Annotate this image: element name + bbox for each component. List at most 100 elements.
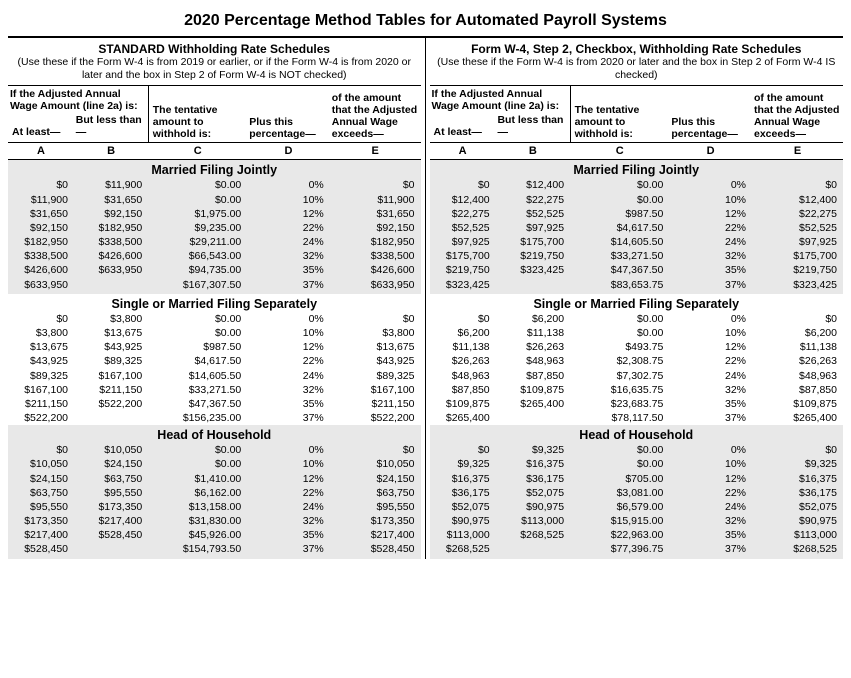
cell: $89,325	[330, 369, 421, 383]
cell: $87,850	[496, 369, 570, 383]
cell: $95,550	[8, 500, 74, 514]
table-row: $13,675$43,925$987.5012%$13,675	[8, 340, 421, 354]
cell: $109,875	[496, 383, 570, 397]
cell: 10%	[669, 193, 752, 207]
table-row: $9,325$16,375$0.0010%$9,325	[430, 457, 844, 471]
cell: $22,963.00	[570, 528, 669, 542]
cell: $211,150	[330, 397, 421, 411]
checkbox-schedule: Form W-4, Step 2, Checkbox, Withholding …	[426, 38, 844, 559]
table-row: $633,950$167,307.5037%$633,950	[8, 278, 421, 292]
cell: $13,675	[8, 340, 74, 354]
cell: $9,325	[496, 443, 570, 457]
left-letters-row: A B C D E	[8, 143, 421, 160]
cell: $109,875	[430, 397, 496, 411]
cell: $265,400	[430, 411, 496, 425]
cell: $0	[752, 178, 843, 192]
col-letter: B	[496, 143, 570, 159]
cell: $77,396.75	[570, 542, 669, 556]
cell: $323,425	[496, 263, 570, 277]
cell: $167,307.50	[148, 278, 247, 292]
cell: $113,000	[430, 528, 496, 542]
cell: $633,950	[74, 263, 148, 277]
table-row: $522,200$156,235.0037%$522,200	[8, 411, 421, 425]
cell: $33,271.50	[570, 249, 669, 263]
left-column-headers: If the Adjusted Annual Wage Amount (line…	[8, 85, 421, 143]
cell: $522,200	[74, 397, 148, 411]
right-schedule-subtitle: (Use these if the Form W-4 is from 2020 …	[430, 56, 844, 85]
right-schedule-title: Form W-4, Step 2, Checkbox, Withholding …	[430, 38, 844, 56]
bracket-table: $0$6,200$0.000%$0$6,200$11,138$0.0010%$6…	[430, 312, 844, 425]
cell: $24,150	[330, 472, 421, 486]
table-row: $173,350$217,400$31,830.0032%$173,350	[8, 514, 421, 528]
table-row: $95,550$173,350$13,158.0024%$95,550	[8, 500, 421, 514]
cell: $0	[430, 312, 496, 326]
tables-container: STANDARD Withholding Rate Schedules (Use…	[8, 36, 843, 559]
cell: 32%	[247, 249, 330, 263]
cell: $10,050	[330, 457, 421, 471]
table-row: $0$9,325$0.000%$0	[430, 443, 844, 457]
hdr-but-less: But less than—	[495, 112, 567, 140]
cell: $87,850	[752, 383, 843, 397]
table-row: $265,400$78,117.5037%$265,400	[430, 411, 844, 425]
cell: $15,915.00	[570, 514, 669, 528]
cell: $6,200	[752, 326, 843, 340]
cell: $0.00	[570, 312, 669, 326]
cell: $175,700	[430, 249, 496, 263]
cell: $0	[330, 178, 421, 192]
cell: $10,050	[8, 457, 74, 471]
cell: 32%	[247, 514, 330, 528]
cell: $2,308.75	[570, 354, 669, 368]
cell	[74, 411, 148, 425]
cell	[496, 278, 570, 292]
bracket-table: $0$10,050$0.000%$0$10,050$24,150$0.0010%…	[8, 443, 421, 556]
cell: $156,235.00	[148, 411, 247, 425]
cell: $52,525	[752, 221, 843, 235]
cell: 35%	[669, 528, 752, 542]
cell: $3,800	[8, 326, 74, 340]
cell: $6,162.00	[148, 486, 247, 500]
cell: 37%	[247, 411, 330, 425]
cell: $182,950	[330, 235, 421, 249]
cell: 37%	[669, 542, 752, 556]
section-title: Single or Married Filing Separately	[430, 294, 844, 312]
section-title: Head of Household	[430, 425, 844, 443]
cell: 35%	[247, 263, 330, 277]
table-row: $217,400$528,450$45,926.0035%$217,400	[8, 528, 421, 542]
cell: 12%	[669, 207, 752, 221]
cell: $26,263	[430, 354, 496, 368]
table-row: $0$10,050$0.000%$0	[8, 443, 421, 457]
hdr-tentative: The tentative amount to withhold is:	[570, 86, 669, 142]
cell: $89,325	[8, 369, 74, 383]
cell: $217,400	[330, 528, 421, 542]
cell: $43,925	[74, 340, 148, 354]
cell: $167,100	[8, 383, 74, 397]
table-row: $31,650$92,150$1,975.0012%$31,650	[8, 207, 421, 221]
cell: $10,050	[74, 443, 148, 457]
section-title: Married Filing Jointly	[430, 160, 844, 178]
table-row: $97,925$175,700$14,605.5024%$97,925	[430, 235, 844, 249]
cell: $26,263	[752, 354, 843, 368]
cell: 24%	[247, 235, 330, 249]
cell: 24%	[669, 369, 752, 383]
cell: $22,275	[752, 207, 843, 221]
table-row: $182,950$338,500$29,211.0024%$182,950	[8, 235, 421, 249]
cell: $4,617.50	[148, 354, 247, 368]
table-row: $52,075$90,975$6,579.0024%$52,075	[430, 500, 844, 514]
table-row: $92,150$182,950$9,235.0022%$92,150	[8, 221, 421, 235]
cell: $3,081.00	[570, 486, 669, 500]
cell: $0.00	[570, 326, 669, 340]
table-row: $43,925$89,325$4,617.5022%$43,925	[8, 354, 421, 368]
table-row: $268,525$77,396.7537%$268,525	[430, 542, 844, 556]
cell: $705.00	[570, 472, 669, 486]
cell: $43,925	[8, 354, 74, 368]
cell: $24,150	[8, 472, 74, 486]
col-letter: B	[74, 143, 148, 159]
cell: $211,150	[8, 397, 74, 411]
col-letter: C	[570, 143, 669, 159]
table-row: $109,875$265,400$23,683.7535%$109,875	[430, 397, 844, 411]
cell: $31,650	[74, 193, 148, 207]
cell: $6,579.00	[570, 500, 669, 514]
table-row: $338,500$426,600$66,543.0032%$338,500	[8, 249, 421, 263]
cell: 12%	[669, 340, 752, 354]
cell: $0	[430, 178, 496, 192]
